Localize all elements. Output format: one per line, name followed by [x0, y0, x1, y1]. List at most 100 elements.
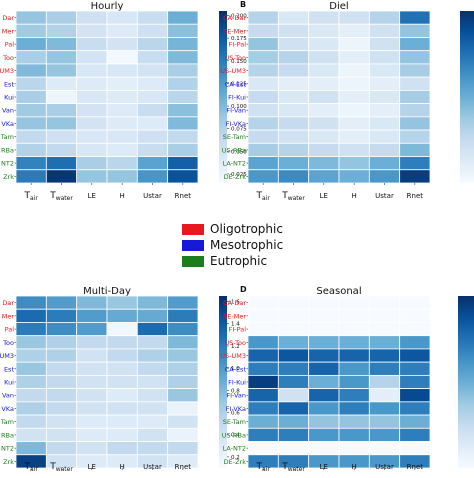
heatmap-cell [106, 401, 138, 416]
heatmap-cell [45, 103, 78, 118]
heatmap-cell [277, 37, 310, 52]
heatmap-cell [15, 116, 47, 131]
heatmap-cell [45, 76, 78, 91]
heatmap-panel: Diel B CA-Dar SE-Mer FI-Pal US-Too US-UM3 CA-Es… [220, 0, 474, 202]
heatmap-cell [45, 361, 78, 376]
heatmap-cell [136, 322, 169, 337]
colorbar-tick-label: 0.025 [231, 172, 247, 178]
panel-title: Seasonal [316, 286, 361, 297]
heatmap-cell [167, 103, 199, 118]
colorbar [219, 11, 227, 183]
heatmap-cell [136, 23, 169, 38]
heatmap-cell [277, 103, 310, 118]
x-tick-label: LE [88, 192, 96, 200]
heatmap-cell [106, 50, 138, 65]
heatmap-cell [247, 295, 279, 310]
heatmap-cell [136, 156, 169, 171]
heatmap-cell [368, 116, 401, 131]
row-label: FI-Pal [229, 326, 247, 334]
heatmap-cell [15, 76, 47, 91]
heatmap-cell [76, 10, 108, 25]
heatmap-cell [45, 169, 78, 184]
heatmap-cell [136, 129, 169, 144]
heatmap-cell [308, 10, 340, 25]
heatmap-cell [399, 76, 431, 91]
x-tick-label: Twater [49, 191, 73, 202]
heatmap-cell [136, 361, 169, 376]
x-tick-label: Ustar [143, 192, 162, 200]
heatmap-cell [308, 156, 340, 171]
heatmap-cell [277, 129, 310, 144]
heatmap-cell [15, 308, 47, 323]
heatmap-cell [399, 295, 431, 310]
row-label: Zrk [3, 173, 14, 181]
heatmap-cell [308, 76, 340, 91]
heatmap-cell [399, 142, 431, 157]
heatmap-cell [76, 103, 108, 118]
row-label: Van [2, 392, 14, 400]
heatmap-cell [368, 414, 401, 429]
heatmap-cell [247, 401, 279, 416]
x-tick-label: Rnet [175, 192, 192, 200]
heatmap-cell [136, 76, 169, 91]
heatmap-cell [399, 388, 431, 403]
heatmap-cell [45, 441, 78, 456]
heatmap-cell [15, 103, 47, 118]
x-tick-label: Tair [24, 191, 39, 202]
row-label: LA-NT2 [223, 445, 246, 453]
heatmap-cell [277, 427, 310, 442]
heatmap-cell [45, 322, 78, 337]
heatmap-cell [247, 129, 279, 144]
heatmap-cell [106, 374, 138, 390]
legend-label: Mesotrophic [210, 238, 284, 252]
heatmap-cell [106, 89, 138, 105]
heatmap-cell [45, 116, 78, 131]
heatmap-cell [45, 156, 78, 171]
row-label: Dar [2, 14, 14, 22]
heatmap-cell [15, 156, 47, 171]
heatmap-cell [45, 427, 78, 442]
row-label: FI-Pal [229, 41, 247, 49]
heatmap-cell [338, 308, 370, 323]
heatmap-cell [167, 401, 199, 416]
heatmap-cell [338, 295, 370, 310]
heatmap-cell [15, 50, 47, 65]
heatmap-cell [368, 335, 401, 350]
heatmap-cell [338, 23, 370, 38]
heatmap-cell [338, 335, 370, 350]
heatmap-cell [15, 335, 47, 350]
heatmap-cell [106, 10, 138, 25]
heatmap-cell [15, 10, 47, 25]
heatmap-cell [308, 388, 340, 403]
heatmap-cell [399, 335, 431, 350]
colorbar [219, 296, 227, 468]
x-tick-label: Ustar [375, 463, 394, 471]
heatmap-cell [167, 348, 199, 363]
heatmap-cell [167, 116, 199, 131]
row-label: Too [2, 54, 14, 62]
x-tick-label: LE [320, 463, 328, 471]
heatmap-cell [76, 76, 108, 91]
heatmap-cell [368, 76, 401, 91]
heatmap-cell [15, 129, 47, 144]
heatmap-cell [277, 156, 310, 171]
colorbar-tick-label: 0.6 [231, 411, 240, 417]
heatmap-cell [308, 427, 340, 442]
row-label: SE-Tam [223, 418, 246, 426]
colorbar-tick-label: 0.4 [231, 433, 240, 439]
heatmap-cell [338, 441, 370, 456]
heatmap-cell [338, 388, 370, 403]
heatmap-cell [167, 10, 199, 25]
heatmap-cell [15, 361, 47, 376]
heatmap-cell [277, 142, 310, 157]
heatmap-cell [76, 169, 108, 184]
heatmap-cell [338, 414, 370, 429]
heatmap-cell [338, 50, 370, 65]
heatmap-cell [247, 322, 279, 337]
heatmap-cell [399, 129, 431, 144]
heatmap-cell [106, 388, 138, 403]
heatmap-cell [247, 156, 279, 171]
row-label: Pal [5, 326, 15, 334]
heatmap-cell [368, 10, 401, 25]
